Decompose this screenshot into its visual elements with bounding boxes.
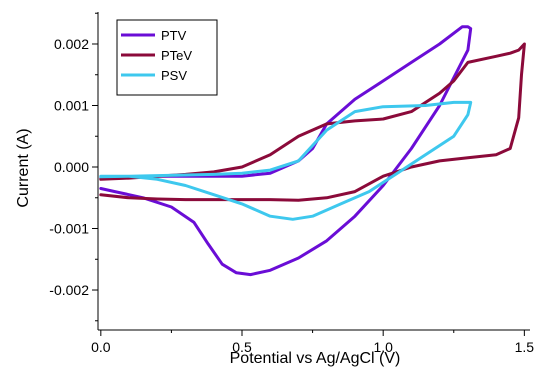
x-axis-title: Potential vs Ag/AgCl (V) [230,350,401,367]
axes: 0.0 0.5 1.0 1.5 -0.002 -0.001 0.000 0.001 0.002 [49,12,534,355]
legend-label: PTeV [161,48,192,63]
legend-label: PTV [161,28,187,43]
x-tick-label: 0.0 [91,339,111,355]
legend: PTV PTeV PSV [116,19,218,96]
plot-lines [99,25,526,277]
y-tick-label: 0.002 [54,36,89,52]
legend-box [116,19,218,96]
series-line-ptv [99,25,473,277]
series-line-ptev [99,42,526,202]
legend-label: PSV [161,68,187,83]
x-tick-label: 1.5 [515,339,534,355]
x-tick-label: 1.0 [373,339,393,355]
x-tick-label: 0.5 [232,339,252,355]
y-tick-label: -0.002 [49,282,89,298]
y-tick-label: 0.001 [54,97,89,113]
y-axis-title: Current (A) [15,128,32,207]
y-tick-label: -0.001 [49,221,89,237]
series-line-psv [99,100,473,221]
y-tick-label: 0.000 [54,159,89,175]
